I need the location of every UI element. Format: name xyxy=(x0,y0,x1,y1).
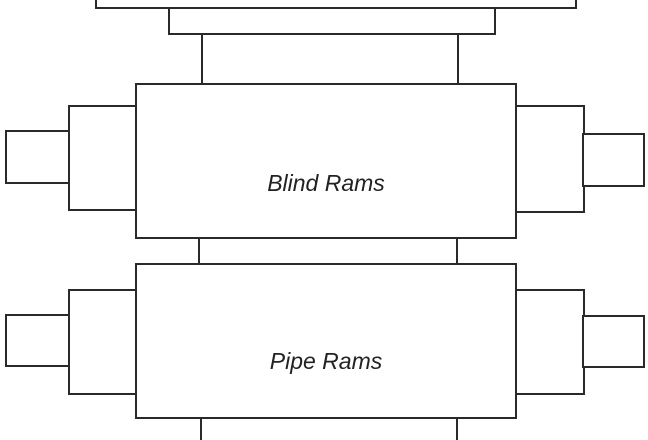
blind-rams-label: Blind Rams xyxy=(267,170,385,196)
middle-spool xyxy=(198,237,458,265)
blind-rams-left-actuator xyxy=(5,130,71,184)
blind-rams-right-bonnet xyxy=(515,105,585,213)
blind-rams-body xyxy=(135,83,517,239)
pipe-rams-right-bonnet xyxy=(515,289,585,395)
upper-spool xyxy=(201,33,459,86)
pipe-rams-body xyxy=(135,263,517,419)
top-flange-collar xyxy=(168,7,496,35)
blind-rams-right-actuator xyxy=(582,133,645,187)
pipe-rams-right-actuator xyxy=(582,315,645,368)
blind-rams-assembly: Blind Rams xyxy=(5,83,645,239)
pipe-rams-left-actuator xyxy=(5,314,71,367)
blind-rams-left-bonnet xyxy=(68,105,138,211)
pipe-rams-label: Pipe Rams xyxy=(270,348,383,374)
top-flange xyxy=(95,0,577,35)
lower-spool xyxy=(200,418,458,440)
pipe-rams-assembly: Pipe Rams xyxy=(5,263,645,419)
top-flange-plate xyxy=(95,0,577,9)
pipe-rams-left-bonnet xyxy=(68,289,138,395)
